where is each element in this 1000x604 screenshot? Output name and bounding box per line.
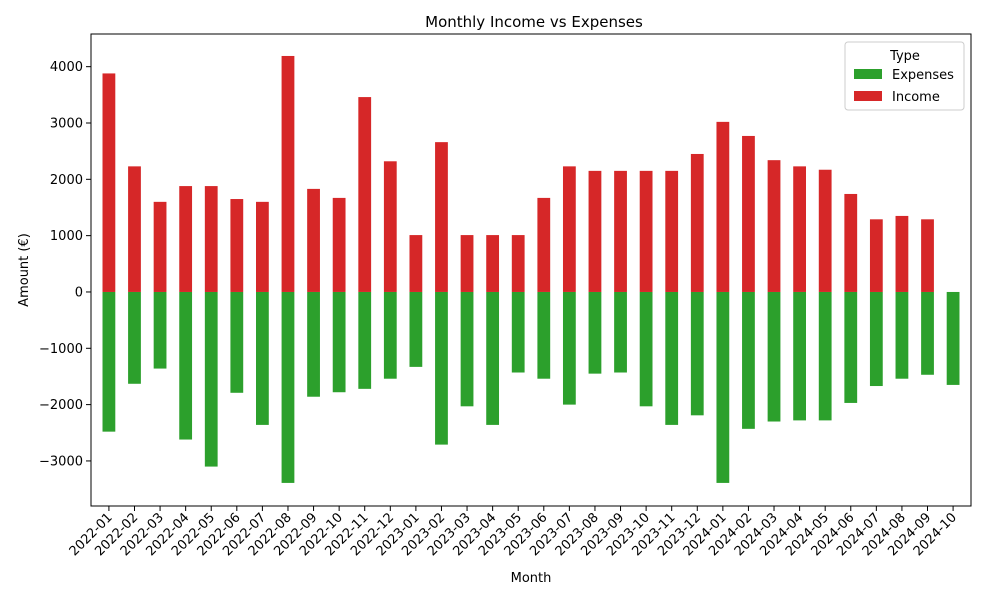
x-axis-label: Month: [511, 571, 552, 586]
plot-frame: [90, 33, 972, 507]
bar-income-2024-02: [742, 135, 755, 292]
bar-expenses-2022-05: [204, 291, 218, 467]
legend-label-income: Income: [892, 90, 940, 105]
bar-expenses-2022-01: [102, 291, 116, 432]
bar-expenses-2022-08: [281, 291, 295, 483]
bar-expenses-2023-09: [614, 291, 627, 373]
bar-expenses-2022-02: [128, 291, 141, 384]
bar-income-2024-04: [793, 166, 806, 292]
legend-swatch-expenses: [854, 69, 882, 79]
y-tick-label: −3000: [39, 454, 83, 469]
bar-expenses-2024-04: [793, 291, 806, 421]
bar-expenses-2024-02: [742, 291, 755, 429]
bar-income-2024-07: [869, 219, 883, 292]
bar-income-2024-05: [818, 169, 832, 292]
bar-income-2023-01: [409, 235, 423, 292]
bar-expenses-2022-06: [230, 291, 244, 393]
bar-expenses-2023-12: [690, 291, 704, 416]
bar-income-2022-03: [153, 201, 167, 292]
bar-expenses-2023-03: [460, 291, 474, 407]
bar-expenses-2024-05: [818, 291, 832, 421]
bar-expenses-2022-07: [256, 291, 269, 425]
bars-group: [102, 55, 960, 483]
bar-income-2024-03: [767, 160, 781, 292]
bar-expenses-2024-09: [921, 291, 934, 375]
bar-expenses-2022-09: [307, 291, 320, 397]
bar-expenses-2022-11: [358, 291, 372, 389]
y-tick-label: 1000: [50, 229, 83, 244]
legend: Type Expenses Income: [844, 41, 965, 111]
chart-title: Monthly Income vs Expenses: [425, 13, 643, 31]
bar-expenses-2024-08: [895, 291, 909, 379]
bar-expenses-2023-04: [486, 291, 500, 425]
y-tick-label: −1000: [39, 342, 83, 357]
bar-income-2024-06: [844, 193, 858, 292]
y-tick-label: 2000: [50, 173, 83, 188]
bar-income-2022-11: [358, 97, 372, 292]
bar-income-2022-12: [383, 161, 397, 292]
bar-expenses-2023-11: [665, 291, 679, 425]
bar-income-2023-07: [562, 166, 576, 292]
bar-expenses-2022-04: [179, 291, 193, 440]
legend-swatch-income: [854, 91, 882, 101]
bar-income-2023-04: [486, 235, 500, 292]
bar-expenses-2022-03: [153, 291, 167, 369]
bar-income-2023-05: [511, 235, 525, 292]
bar-income-2022-05: [204, 186, 218, 292]
y-axis: −3000 −2000 −1000 0 1000 2000 3000 4000: [39, 60, 91, 469]
bar-expenses-2023-08: [588, 291, 602, 374]
bar-income-2023-10: [639, 170, 653, 292]
bar-expenses-2023-01: [409, 291, 423, 367]
bar-expenses-2022-12: [383, 291, 397, 379]
bar-income-2024-08: [895, 215, 909, 292]
bar-income-2024-01: [716, 121, 730, 292]
bar-income-2022-01: [102, 73, 116, 292]
legend-title: Type: [889, 49, 920, 64]
y-tick-label: 4000: [50, 60, 83, 75]
bar-income-2023-06: [537, 197, 551, 292]
bar-income-2022-06: [230, 199, 244, 292]
bar-expenses-2023-06: [537, 291, 551, 379]
bar-expenses-2023-10: [639, 291, 653, 407]
bar-expenses-2024-06: [844, 291, 858, 403]
bar-expenses-2024-03: [767, 291, 781, 422]
y-tick-label: 0: [75, 285, 83, 300]
bar-expenses-2023-02: [435, 291, 448, 445]
bar-income-2022-09: [307, 188, 320, 292]
bar-expenses-2024-07: [869, 291, 883, 387]
bar-income-2024-09: [921, 219, 934, 292]
bar-income-2023-03: [460, 235, 474, 292]
y-axis-label: Amount (€): [17, 233, 32, 307]
bar-income-2023-09: [614, 170, 627, 292]
bar-expenses-2023-05: [511, 291, 525, 373]
bar-income-2023-12: [690, 153, 704, 292]
bar-income-2023-11: [665, 170, 679, 292]
bar-income-2022-07: [256, 201, 269, 292]
bar-income-2023-08: [588, 170, 602, 292]
bar-expenses-2024-10: [946, 291, 960, 385]
legend-label-expenses: Expenses: [892, 68, 954, 83]
bar-income-2022-08: [281, 55, 295, 292]
bar-income-2022-02: [128, 166, 141, 292]
bar-expenses-2024-01: [716, 291, 730, 483]
bar-income-2022-10: [332, 197, 346, 292]
y-tick-label: −2000: [39, 398, 83, 413]
bar-income-2023-02: [435, 142, 448, 292]
bar-expenses-2023-07: [562, 291, 576, 405]
bar-income-2022-04: [179, 186, 193, 292]
x-axis: 2022-012022-022022-032022-042022-052022-…: [67, 506, 960, 559]
bar-expenses-2022-10: [332, 291, 346, 393]
y-tick-label: 3000: [50, 116, 83, 131]
